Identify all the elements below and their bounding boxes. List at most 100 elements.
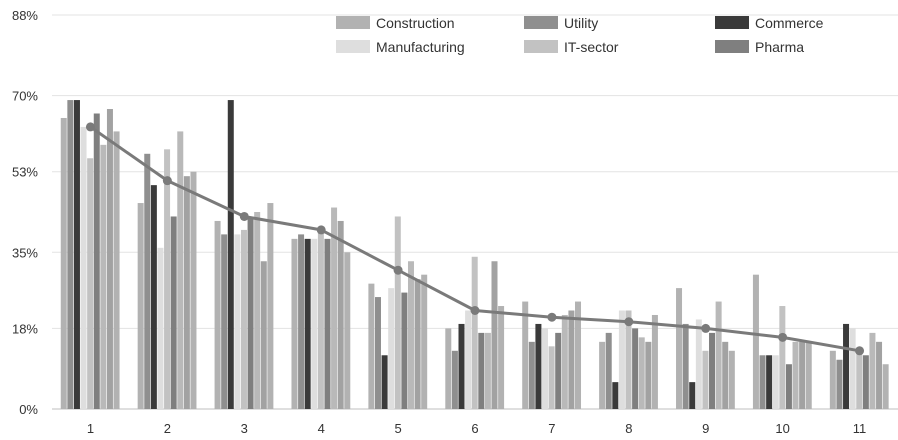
bar <box>304 238 311 409</box>
bar <box>414 279 421 409</box>
bar <box>856 350 863 409</box>
bar <box>882 364 889 409</box>
bar <box>344 252 351 409</box>
bar <box>374 297 381 409</box>
bar <box>267 203 274 409</box>
bar <box>337 220 344 409</box>
legend: Construction Utility Commerce Manufacturing… <box>336 15 824 55</box>
y-tick-label: 0% <box>19 402 38 417</box>
bar <box>170 216 177 409</box>
bar <box>618 310 625 409</box>
x-tick-label: 9 <box>702 421 709 436</box>
bar <box>260 261 267 409</box>
bar <box>722 341 729 409</box>
bar <box>471 256 478 409</box>
bar <box>190 171 197 409</box>
y-tick-label: 53% <box>12 165 38 180</box>
x-tick-label: 7 <box>548 421 555 436</box>
trend-point <box>393 265 403 275</box>
bar <box>805 341 812 409</box>
bar <box>157 247 164 409</box>
bar <box>67 100 74 410</box>
bar <box>759 355 766 409</box>
bar <box>561 314 568 409</box>
bar <box>632 328 639 409</box>
bar <box>60 117 67 410</box>
trend-point <box>855 346 865 356</box>
bar <box>836 359 843 409</box>
bar <box>689 382 696 409</box>
bar <box>676 288 683 409</box>
trend-point <box>470 306 480 315</box>
bar <box>401 292 408 409</box>
bar <box>843 323 850 409</box>
bar <box>535 323 542 409</box>
bar <box>542 328 549 409</box>
bar <box>779 306 786 409</box>
legend-label: Commerce <box>755 15 824 31</box>
bar <box>254 212 261 409</box>
bar <box>214 220 221 409</box>
bar <box>458 323 465 409</box>
bar <box>311 238 318 409</box>
bar <box>625 310 632 409</box>
bar <box>247 216 254 409</box>
bar <box>651 314 658 409</box>
bar <box>645 341 652 409</box>
bar <box>234 234 241 409</box>
legend-label: Utility <box>564 15 598 31</box>
bar <box>766 355 773 409</box>
trend-point <box>85 122 95 132</box>
bar <box>324 238 331 409</box>
bar <box>484 332 491 409</box>
x-tick-label: 3 <box>241 421 248 436</box>
bar <box>599 341 606 409</box>
legend-swatch <box>524 16 558 29</box>
bar <box>528 341 535 409</box>
bar <box>491 261 498 409</box>
legend-label: Pharma <box>755 39 804 55</box>
trend-point <box>239 211 249 221</box>
bar <box>421 274 428 409</box>
bar <box>388 288 395 409</box>
bar <box>164 149 171 409</box>
bar <box>849 328 856 409</box>
y-tick-label: 35% <box>12 245 38 260</box>
bar <box>298 234 305 409</box>
bar <box>605 332 612 409</box>
bar <box>177 131 184 409</box>
bar <box>87 158 94 409</box>
bar <box>682 323 689 409</box>
bar <box>728 350 735 409</box>
bar <box>498 306 505 409</box>
bar <box>291 238 298 409</box>
bar <box>575 301 582 409</box>
bar <box>876 341 883 409</box>
trend-point <box>624 317 634 327</box>
x-tick-label: 1 <box>87 421 94 436</box>
bar <box>183 176 190 409</box>
legend-label: Construction <box>376 15 455 31</box>
bar <box>752 274 759 409</box>
bar <box>869 332 876 409</box>
trend-point <box>316 225 326 235</box>
trend-point <box>778 332 788 342</box>
bar <box>73 100 80 410</box>
bar <box>555 332 562 409</box>
x-tick-label: 10 <box>775 421 789 436</box>
legend-swatch <box>715 40 749 53</box>
x-tick-label: 8 <box>625 421 632 436</box>
x-tick-label: 6 <box>471 421 478 436</box>
bar <box>113 131 120 409</box>
bar <box>465 310 472 409</box>
bar <box>331 207 338 409</box>
y-axis-ticks: 0% 18% 35% 53% 70% 88% <box>12 8 38 417</box>
bar <box>862 355 869 409</box>
bar <box>478 332 485 409</box>
x-axis-ticks: 1 2 3 4 5 6 7 8 9 10 11 <box>87 421 866 436</box>
bar <box>137 203 144 409</box>
bar <box>548 346 555 409</box>
legend-label: IT-sector <box>564 39 619 55</box>
bar <box>772 355 779 409</box>
